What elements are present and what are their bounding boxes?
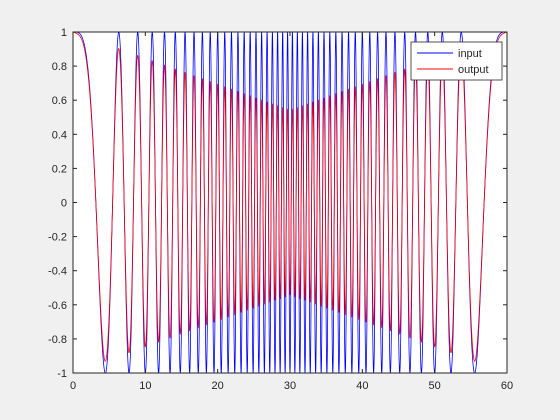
y-tick-label: -1: [57, 368, 67, 380]
y-tick-label: 0.4: [52, 129, 67, 141]
x-tick-label: 0: [70, 380, 76, 392]
legend-input-label: input: [458, 48, 482, 60]
y-tick-label: -0.6: [48, 300, 67, 312]
x-tick-label: 40: [356, 380, 368, 392]
y-tick-label: 0.6: [52, 95, 67, 107]
y-tick-label: 0.2: [52, 163, 67, 175]
y-tick-label: 1: [61, 27, 67, 39]
output-series-line: [73, 32, 507, 362]
x-tick-label: 50: [429, 380, 441, 392]
x-tick-label: 60: [501, 380, 513, 392]
x-tick-label: 10: [139, 380, 151, 392]
plot-area: [73, 32, 507, 373]
y-axis: -1 -0.8 -0.6 -0.4 -0.2 0 0.2 0.4 0.6 0.8 1: [48, 27, 507, 380]
legend-output-label: output: [458, 64, 489, 76]
y-tick-label: 0.8: [52, 61, 67, 73]
x-tick-label: 30: [284, 380, 296, 392]
x-axis: 0 10 20 30 40 50 60: [70, 32, 513, 392]
y-tick-label: -0.2: [48, 232, 67, 244]
x-tick-label: 20: [212, 380, 224, 392]
y-tick-label: -0.8: [48, 334, 67, 346]
y-tick-label: 0: [61, 198, 67, 210]
y-tick-label: -0.4: [48, 266, 67, 278]
legend-box: [410, 41, 503, 81]
legend: input output: [410, 41, 503, 81]
